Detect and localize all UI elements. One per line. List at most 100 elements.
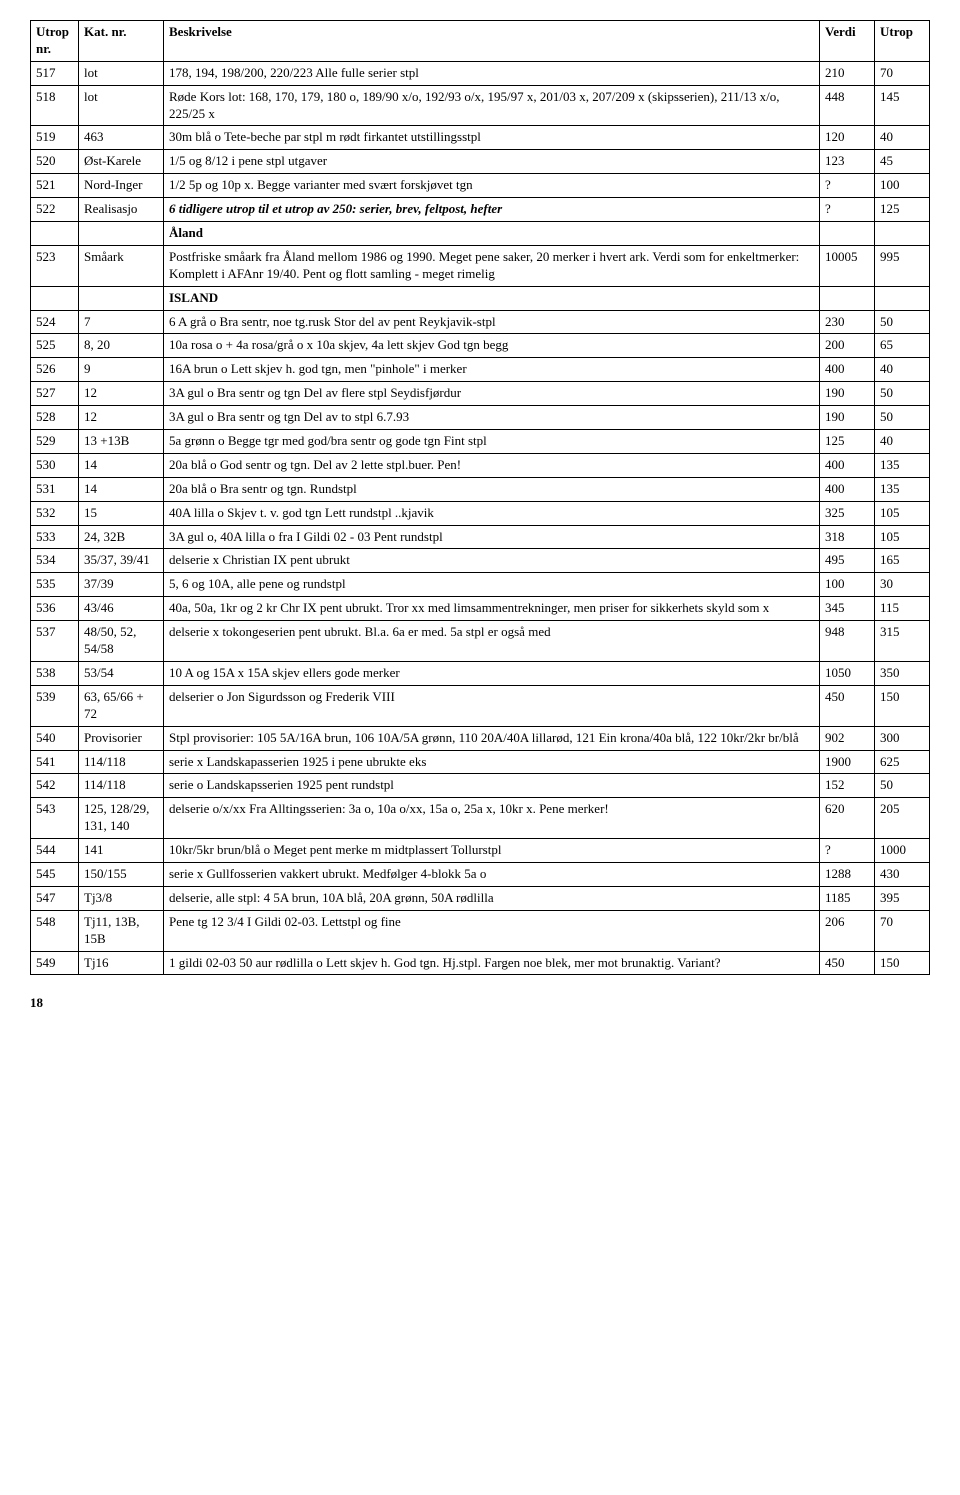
cell-verdi: 125 xyxy=(820,430,875,454)
table-row: 54414110kr/5kr brun/blå o Meget pent mer… xyxy=(31,839,930,863)
cell-verdi: ? xyxy=(820,174,875,198)
cell-utrop: 105 xyxy=(875,501,930,525)
cell-kat-nr: Realisasjo xyxy=(79,198,164,222)
cell-utrop: 45 xyxy=(875,150,930,174)
cell-kat-nr: lot xyxy=(79,61,164,85)
cell-beskrivelse: 5, 6 og 10A, alle pene og rundstpl xyxy=(164,573,820,597)
cell-kat-nr: 9 xyxy=(79,358,164,382)
cell-utrop-nr: 534 xyxy=(31,549,79,573)
cell-verdi: 495 xyxy=(820,549,875,573)
cell-beskrivelse: 1/5 og 8/12 i pene stpl utgaver xyxy=(164,150,820,174)
header-utrop: Utrop xyxy=(875,21,930,62)
cell-utrop-nr: 527 xyxy=(31,382,79,406)
cell-kat-nr: 48/50, 52, 54/58 xyxy=(79,621,164,662)
cell-verdi: 902 xyxy=(820,726,875,750)
cell-utrop-nr: 523 xyxy=(31,245,79,286)
cell-kat-nr: 463 xyxy=(79,126,164,150)
cell-utrop-nr xyxy=(31,222,79,246)
table-row: 528123A gul o Bra sentr og tgn Del av to… xyxy=(31,406,930,430)
cell-verdi: ? xyxy=(820,839,875,863)
cell-utrop-nr: 541 xyxy=(31,750,79,774)
table-row: 543125, 128/29, 131, 140delserie o/x/xx … xyxy=(31,798,930,839)
cell-utrop: 150 xyxy=(875,951,930,975)
table-row: 523SmåarkPostfriske småark fra Åland mel… xyxy=(31,245,930,286)
cell-verdi: 123 xyxy=(820,150,875,174)
cell-utrop: 115 xyxy=(875,597,930,621)
cell-beskrivelse: serie o Landskapsserien 1925 pent rundst… xyxy=(164,774,820,798)
cell-verdi: 200 xyxy=(820,334,875,358)
cell-kat-nr: 24, 32B xyxy=(79,525,164,549)
cell-kat-nr: 63, 65/66 + 72 xyxy=(79,685,164,726)
cell-kat-nr: 141 xyxy=(79,839,164,863)
cell-verdi: 620 xyxy=(820,798,875,839)
cell-utrop-nr: 544 xyxy=(31,839,79,863)
cell-beskrivelse: Postfriske småark fra Åland mellom 1986 … xyxy=(164,245,820,286)
cell-kat-nr: 15 xyxy=(79,501,164,525)
cell-utrop: 135 xyxy=(875,477,930,501)
table-row: 53537/395, 6 og 10A, alle pene og rundst… xyxy=(31,573,930,597)
cell-beskrivelse: 3A gul o, 40A lilla o fra I Gildi 02 - 0… xyxy=(164,525,820,549)
table-row: 51946330m blå o Tete-beche par stpl m rø… xyxy=(31,126,930,150)
cell-beskrivelse: 178, 194, 198/200, 220/223 Alle fulle se… xyxy=(164,61,820,85)
cell-utrop: 40 xyxy=(875,430,930,454)
cell-utrop-nr xyxy=(31,286,79,310)
cell-utrop: 395 xyxy=(875,886,930,910)
cell-beskrivelse: 30m blå o Tete-beche par stpl m rødt fir… xyxy=(164,126,820,150)
cell-verdi: 210 xyxy=(820,61,875,85)
cell-verdi: 1288 xyxy=(820,862,875,886)
cell-kat-nr: 114/118 xyxy=(79,750,164,774)
cell-utrop-nr: 528 xyxy=(31,406,79,430)
cell-utrop: 625 xyxy=(875,750,930,774)
cell-utrop-nr: 519 xyxy=(31,126,79,150)
cell-utrop-nr: 540 xyxy=(31,726,79,750)
cell-beskrivelse: delserier o Jon Sigurdsson og Frederik V… xyxy=(164,685,820,726)
cell-kat-nr: 125, 128/29, 131, 140 xyxy=(79,798,164,839)
table-row: 5301420a blå o God sentr og tgn. Del av … xyxy=(31,453,930,477)
cell-utrop-nr: 537 xyxy=(31,621,79,662)
cell-utrop xyxy=(875,222,930,246)
table-row: 517lot178, 194, 198/200, 220/223 Alle fu… xyxy=(31,61,930,85)
cell-verdi: 1900 xyxy=(820,750,875,774)
cell-utrop: 150 xyxy=(875,685,930,726)
cell-beskrivelse: delserie o/x/xx Fra Alltingsserien: 3a o… xyxy=(164,798,820,839)
cell-beskrivelse: 40A lilla o Skjev t. v. god tgn Lett run… xyxy=(164,501,820,525)
table-row: 53963, 65/66 + 72delserier o Jon Sigurds… xyxy=(31,685,930,726)
table-row: 5258, 2010a rosa o + 4a rosa/grå o x 10a… xyxy=(31,334,930,358)
table-row: 548Tj11, 13B, 15BPene tg 12 3/4 I Gildi … xyxy=(31,910,930,951)
cell-kat-nr xyxy=(79,286,164,310)
cell-utrop-nr: 526 xyxy=(31,358,79,382)
cell-beskrivelse: 1 gildi 02-03 50 aur rødlilla o Lett skj… xyxy=(164,951,820,975)
cell-utrop-nr: 518 xyxy=(31,85,79,126)
cell-beskrivelse: 20a blå o Bra sentr og tgn. Rundstpl xyxy=(164,477,820,501)
cell-kat-nr: Tj3/8 xyxy=(79,886,164,910)
cell-kat-nr: Øst-Karele xyxy=(79,150,164,174)
cell-utrop xyxy=(875,286,930,310)
cell-beskrivelse: 16A brun o Lett skjev h. god tgn, men "p… xyxy=(164,358,820,382)
cell-utrop-nr: 529 xyxy=(31,430,79,454)
table-row: 540ProvisorierStpl provisorier: 105 5A/1… xyxy=(31,726,930,750)
cell-beskrivelse: 3A gul o Bra sentr og tgn Del av to stpl… xyxy=(164,406,820,430)
cell-verdi: 206 xyxy=(820,910,875,951)
cell-beskrivelse: Røde Kors lot: 168, 170, 179, 180 o, 189… xyxy=(164,85,820,126)
cell-beskrivelse: serie x Landskapasserien 1925 i pene ubr… xyxy=(164,750,820,774)
table-row: 53643/4640a, 50a, 1kr og 2 kr Chr IX pen… xyxy=(31,597,930,621)
table-row: 549Tj161 gildi 02-03 50 aur rødlilla o L… xyxy=(31,951,930,975)
cell-beskrivelse: 20a blå o God sentr og tgn. Del av 2 let… xyxy=(164,453,820,477)
cell-verdi: 10005 xyxy=(820,245,875,286)
table-row: 52476 A grå o Bra sentr, noe tg.rusk Sto… xyxy=(31,310,930,334)
cell-kat-nr: Tj11, 13B, 15B xyxy=(79,910,164,951)
cell-kat-nr: 7 xyxy=(79,310,164,334)
cell-kat-nr: 43/46 xyxy=(79,597,164,621)
cell-utrop-nr: 548 xyxy=(31,910,79,951)
table-row: 5321540A lilla o Skjev t. v. god tgn Let… xyxy=(31,501,930,525)
cell-utrop: 315 xyxy=(875,621,930,662)
table-row: 542114/118serie o Landskapsserien 1925 p… xyxy=(31,774,930,798)
cell-beskrivelse: delserie, alle stpl: 4 5A brun, 10A blå,… xyxy=(164,886,820,910)
cell-kat-nr: 12 xyxy=(79,382,164,406)
cell-beskrivelse: 1/2 5p og 10p x. Begge varianter med svæ… xyxy=(164,174,820,198)
cell-utrop: 70 xyxy=(875,61,930,85)
cell-kat-nr: Tj16 xyxy=(79,951,164,975)
cell-utrop: 145 xyxy=(875,85,930,126)
cell-kat-nr: lot xyxy=(79,85,164,126)
table-row: 52913 +13B5a grønn o Begge tgr med god/b… xyxy=(31,430,930,454)
